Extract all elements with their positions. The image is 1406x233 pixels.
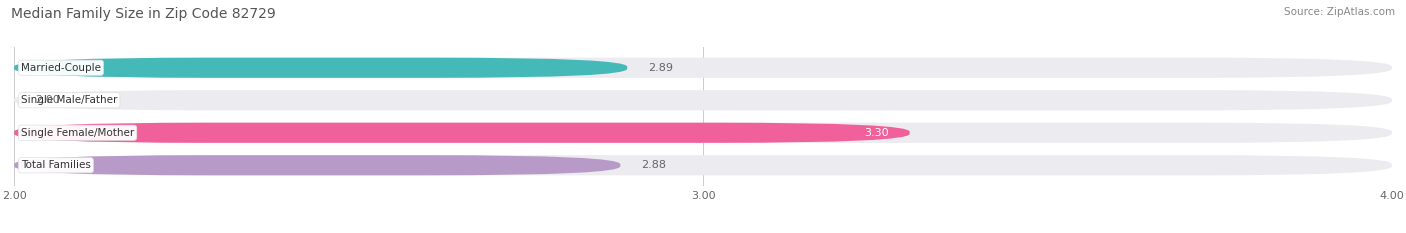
Text: 3.30: 3.30 [865, 128, 889, 138]
Text: 2.88: 2.88 [641, 160, 666, 170]
Text: Married-Couple: Married-Couple [21, 63, 101, 73]
Text: Single Male/Father: Single Male/Father [21, 95, 117, 105]
FancyBboxPatch shape [14, 58, 1392, 78]
FancyBboxPatch shape [14, 155, 1392, 175]
Text: 2.89: 2.89 [648, 63, 673, 73]
FancyBboxPatch shape [14, 123, 910, 143]
FancyBboxPatch shape [14, 90, 1392, 110]
Text: Total Families: Total Families [21, 160, 91, 170]
Text: 2.00: 2.00 [35, 95, 59, 105]
Text: Source: ZipAtlas.com: Source: ZipAtlas.com [1284, 7, 1395, 17]
FancyBboxPatch shape [14, 155, 620, 175]
Text: Median Family Size in Zip Code 82729: Median Family Size in Zip Code 82729 [11, 7, 276, 21]
FancyBboxPatch shape [14, 58, 627, 78]
FancyBboxPatch shape [14, 123, 1392, 143]
Text: Single Female/Mother: Single Female/Mother [21, 128, 134, 138]
